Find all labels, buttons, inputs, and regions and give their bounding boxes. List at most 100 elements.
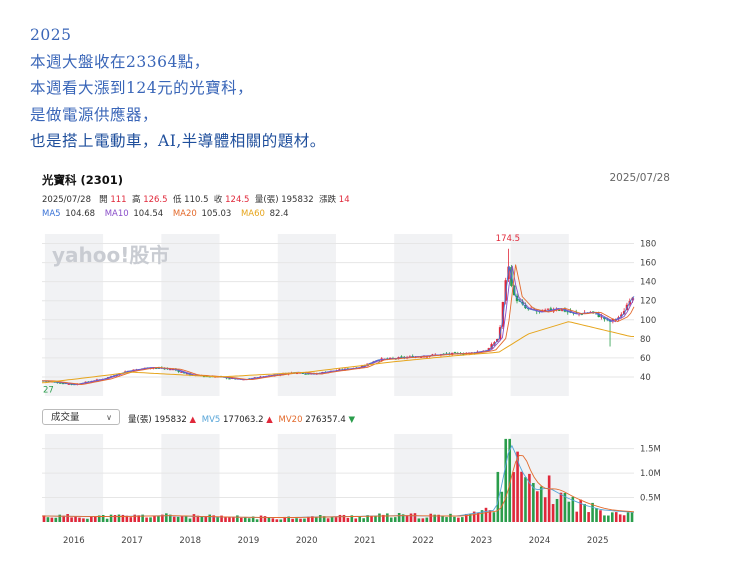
volume-bar <box>113 515 117 522</box>
volume-bar <box>528 473 531 522</box>
volume-bar <box>437 514 440 522</box>
chg-label: 漲跌 <box>319 195 337 205</box>
ma60-line <box>41 321 635 384</box>
x-tick-label: 2017 <box>121 536 143 546</box>
volume-bar <box>429 513 433 522</box>
intro-line-1: 本週大盤收在23364點， <box>30 52 210 71</box>
candle-body <box>59 382 62 384</box>
volume-bar <box>461 517 464 522</box>
x-tick-label: 2021 <box>354 536 376 546</box>
volume-bar <box>330 516 334 522</box>
volume-bar <box>240 517 243 522</box>
candle-body <box>400 356 403 358</box>
vol-legend-label: 量(張) <box>128 415 152 425</box>
volume-bar <box>374 516 377 522</box>
volume-bar <box>228 517 231 522</box>
volume-bar <box>204 516 208 522</box>
quote-bar: 2025/07/28 開 111 高 126.5 低 110.5 收 124.5… <box>42 193 350 205</box>
volume-bar <box>165 513 168 522</box>
volume-bar <box>445 517 448 522</box>
chart-date: 2025/07/28 <box>609 172 670 184</box>
down-triangle-icon: ▼ <box>348 415 356 425</box>
volume-legend: 量(張) 195832 ▲ MV5 177063.2 ▲ MV20 276357… <box>128 413 355 425</box>
yahoo-watermark: yahoo!股市 <box>52 243 169 267</box>
mv5-value: 177063.2 <box>223 415 264 425</box>
volume-bar <box>168 514 172 522</box>
ma60-value: 82.4 <box>269 209 289 219</box>
year-band <box>161 434 220 522</box>
ma5-value: 104.68 <box>65 209 96 219</box>
price-tick-label: 120 <box>640 297 656 307</box>
volume-bar <box>303 518 306 522</box>
volume-bar <box>338 514 342 522</box>
open-label: 開 <box>99 195 108 205</box>
volume-bar <box>200 516 204 522</box>
price-tick-label: 60 <box>640 354 651 364</box>
volume-bar <box>208 514 212 522</box>
volume-bar <box>212 515 215 522</box>
volume-bar <box>453 516 456 522</box>
vol-legend-value: 195832 <box>154 415 187 425</box>
x-tick-label: 2023 <box>470 536 492 546</box>
volume-bar <box>263 516 267 522</box>
intro-text: 2025 本週大盤收在23364點， 本週看大漲到124元的光寶科， 是做電源供… <box>30 22 720 155</box>
volume-selector-label: 成交量 <box>51 412 80 423</box>
volume-bar <box>342 514 346 522</box>
x-tick-label: 2016 <box>63 536 85 546</box>
volume-bar <box>243 517 247 522</box>
candle-body <box>425 356 428 358</box>
candle-body <box>169 369 172 371</box>
volume-selector[interactable]: 成交量 ∨ <box>42 409 120 425</box>
volume-bar <box>54 517 58 522</box>
year-band <box>277 234 336 396</box>
volume-bar <box>413 513 417 522</box>
year-band <box>161 234 220 396</box>
volume-bar <box>603 515 606 522</box>
volume-bar <box>449 513 452 522</box>
volume-bar <box>472 511 476 522</box>
volume-bar <box>563 492 567 522</box>
volume-bar <box>610 512 614 522</box>
high-annotation: 174.5 <box>496 234 520 244</box>
vol-value: 195832 <box>281 195 314 205</box>
volume-bar <box>283 516 287 522</box>
volume-bar <box>232 516 235 522</box>
up-triangle-icon: ▲ <box>189 415 197 425</box>
volume-bar <box>567 501 571 522</box>
volume-bar <box>532 482 535 522</box>
candle-body <box>462 353 465 355</box>
volume-bar <box>105 518 109 522</box>
volume-bar <box>464 513 468 522</box>
volume-bar <box>591 502 594 522</box>
volume-bar <box>614 512 618 522</box>
volume-bar <box>468 513 472 522</box>
candle-body <box>307 373 310 375</box>
year-band <box>44 234 104 396</box>
volume-bar <box>295 518 298 522</box>
volume-bar <box>480 510 484 522</box>
volume-bar <box>176 516 180 522</box>
volume-bar <box>397 513 401 522</box>
candle-body <box>388 357 392 359</box>
volume-bar <box>382 514 385 522</box>
intro-line-3: 是做電源供應器， <box>30 105 159 124</box>
mv20-label: MV20 <box>278 415 303 425</box>
candle-body <box>620 314 623 317</box>
volume-bar <box>630 512 634 522</box>
volume-bar <box>42 515 46 522</box>
ma20-line <box>42 264 635 385</box>
year-band <box>44 434 104 522</box>
volume-bar <box>496 471 500 522</box>
volume-bar <box>157 516 160 522</box>
volume-bar <box>90 516 93 522</box>
volume-bar <box>149 517 152 522</box>
volume-bar <box>405 515 409 522</box>
volume-bar <box>524 477 527 522</box>
volume-bar <box>86 518 89 522</box>
x-tick-label: 2018 <box>179 536 201 546</box>
price-tick-label: 40 <box>640 373 651 383</box>
volume-bar <box>595 508 598 522</box>
volume-chart: 0.5M 1.0M 1.5M 2016 2017 2018 2019 2020 2021 2022… <box>42 434 661 546</box>
volume-bar <box>307 516 310 522</box>
volume-bar <box>117 514 121 522</box>
